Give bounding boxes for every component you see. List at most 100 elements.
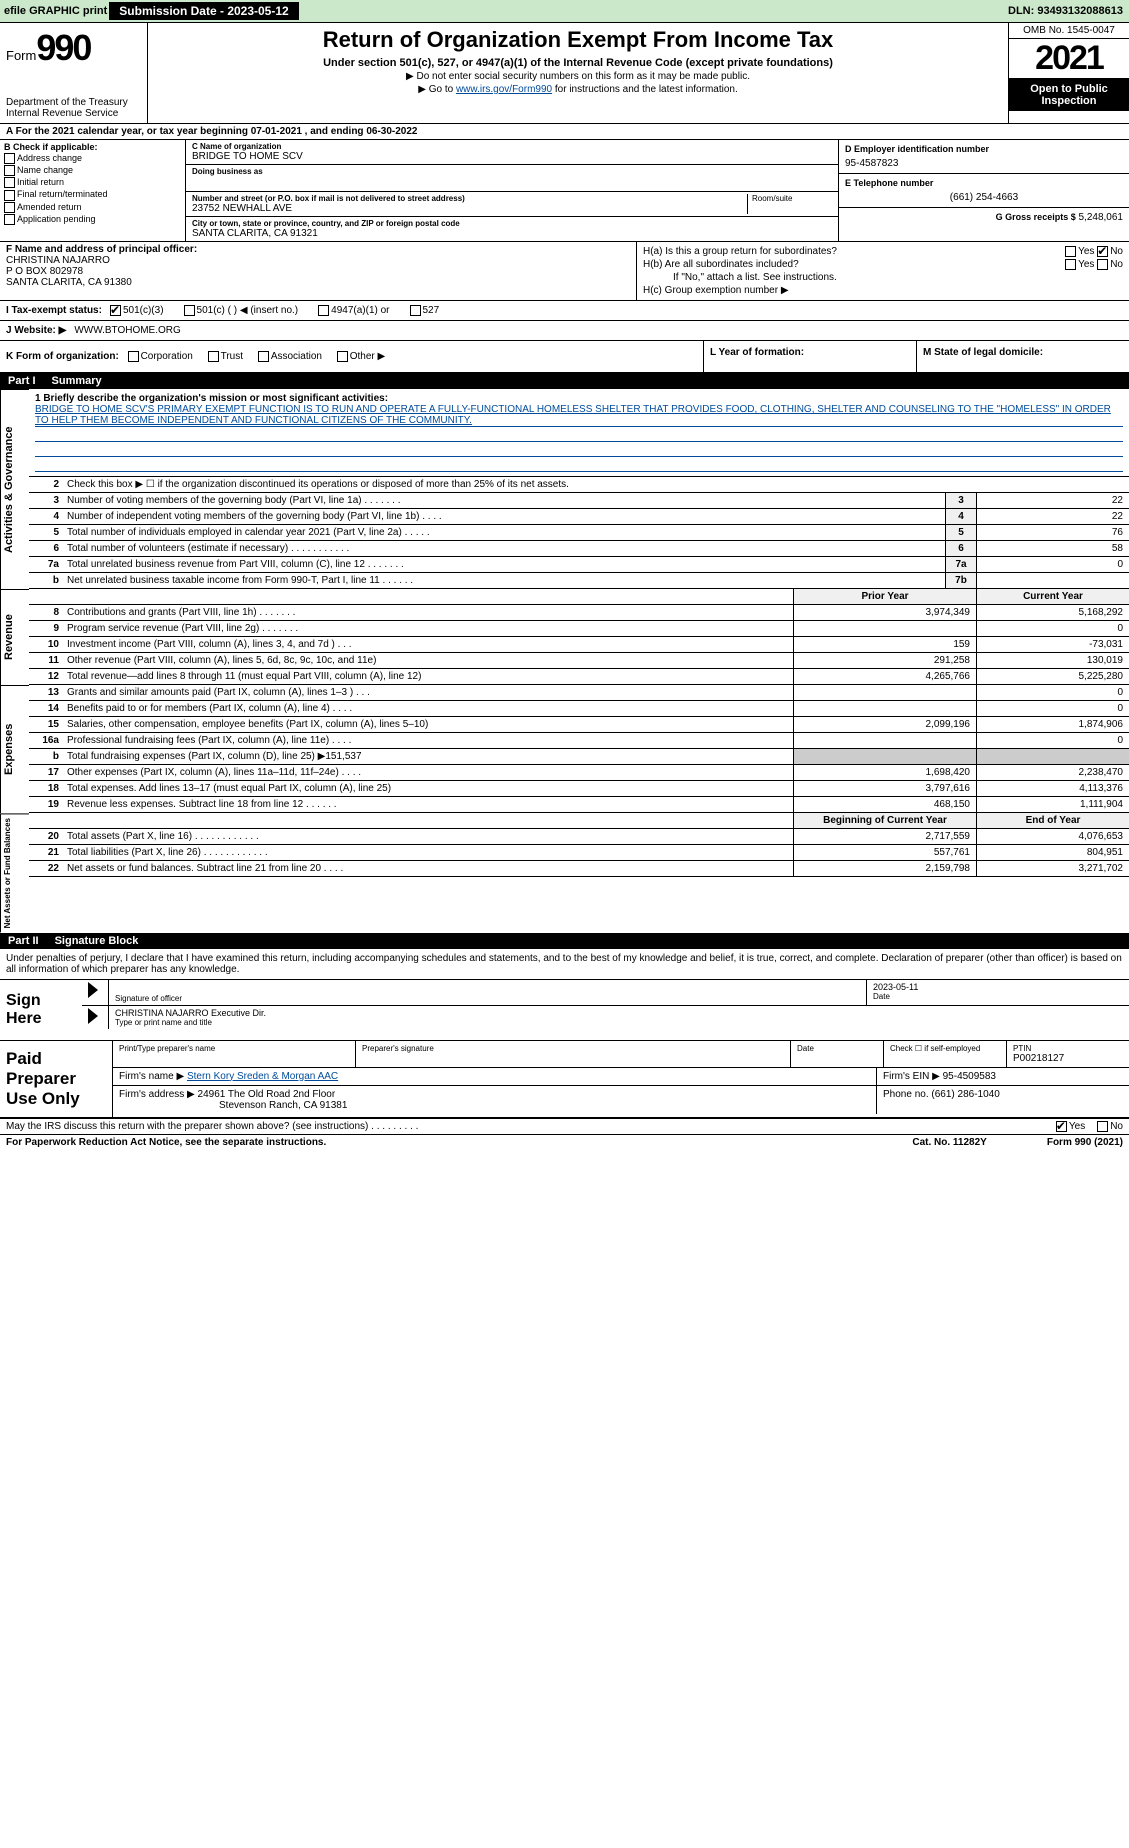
eoy-header: End of Year	[976, 813, 1129, 828]
table-row: 19Revenue less expenses. Subtract line 1…	[29, 797, 1129, 813]
m-state-domicile: M State of legal domicile:	[917, 341, 1129, 372]
section-c: C Name of organization BRIDGE TO HOME SC…	[186, 140, 838, 241]
table-row: 20Total assets (Part X, line 16) . . . .…	[29, 829, 1129, 845]
paperwork-notice: For Paperwork Reduction Act Notice, see …	[6, 1137, 912, 1148]
cb-501c3[interactable]	[110, 305, 121, 316]
paid-preparer-section: Paid Preparer Use Only Print/Type prepar…	[0, 1041, 1129, 1119]
officer-label: F Name and address of principal officer:	[6, 244, 630, 255]
firm-name-link[interactable]: Stern Kory Sreden & Morgan AAC	[187, 1071, 338, 1082]
website-row: J Website: ▶ WWW.BTOHOME.ORG	[0, 321, 1129, 341]
table-row: 11Other revenue (Part VIII, column (A), …	[29, 653, 1129, 669]
gross-label: G Gross receipts $	[996, 212, 1076, 222]
cb-address-change[interactable]: Address change	[4, 153, 181, 164]
prior-year-header: Prior Year	[793, 589, 976, 604]
ptin-value: P00218127	[1013, 1053, 1123, 1064]
revenue-header-row: Prior Year Current Year	[29, 589, 1129, 605]
part-2-num: Part II	[8, 935, 51, 947]
table-row: 13Grants and similar amounts paid (Part …	[29, 685, 1129, 701]
prep-name-label: Print/Type preparer's name	[119, 1044, 349, 1053]
dept-irs: Internal Revenue Service	[6, 108, 141, 119]
net-assets-section: Net Assets or Fund Balances Beginning of…	[0, 813, 1129, 932]
type-name-label: Type or print name and title	[115, 1018, 1123, 1027]
open-inspection: Open to Public Inspection	[1009, 79, 1129, 111]
cb-name-change[interactable]: Name change	[4, 165, 181, 176]
line-1-label: 1 Briefly describe the organization's mi…	[35, 393, 1123, 404]
sign-here-section: Sign Here Signature of officer 2023-05-1…	[0, 980, 1129, 1041]
signature-block: Under penalties of perjury, I declare th…	[0, 949, 1129, 1135]
mission-blank-3	[35, 457, 1123, 472]
cb-initial-return[interactable]: Initial return	[4, 177, 181, 188]
table-row: bTotal fundraising expenses (Part IX, co…	[29, 749, 1129, 765]
paid-preparer-label: Paid Preparer Use Only	[0, 1041, 113, 1117]
gross-value: 5,248,061	[1079, 212, 1124, 223]
discuss-text: May the IRS discuss this return with the…	[6, 1121, 1056, 1132]
form-number: Form990	[6, 27, 141, 69]
ein-value: 95-4587823	[845, 158, 1123, 169]
table-row: 10Investment income (Part VIII, column (…	[29, 637, 1129, 653]
mission-text: BRIDGE TO HOME SCV'S PRIMARY EXEMPT FUNC…	[35, 404, 1123, 427]
table-row: bNet unrelated business taxable income f…	[29, 573, 1129, 589]
table-row: 22Net assets or fund balances. Subtract …	[29, 861, 1129, 877]
tax-status-label: I Tax-exempt status:	[6, 305, 102, 316]
part-1-title: Summary	[52, 375, 102, 387]
header-left: Form990 Department of the Treasury Inter…	[0, 23, 148, 123]
website-label: J Website: ▶	[6, 325, 66, 336]
prep-sig-label: Preparer's signature	[362, 1044, 784, 1053]
org-name-label: C Name of organization	[192, 142, 828, 151]
table-row: 16aProfessional fundraising fees (Part I…	[29, 733, 1129, 749]
form-subtitle-2: ▶ Do not enter social security numbers o…	[156, 71, 1000, 82]
firm-addr-2: Stevenson Ranch, CA 91381	[119, 1100, 870, 1111]
dept-treasury: Department of the Treasury	[6, 97, 141, 108]
cb-app-pending[interactable]: Application pending	[4, 214, 181, 225]
form-subtitle-3: ▶ Go to www.irs.gov/Form990 for instruct…	[156, 84, 1000, 95]
officer-typed-name: CHRISTINA NAJARRO Executive Dir.	[115, 1008, 1123, 1018]
sig-date-value: 2023-05-11	[873, 982, 1123, 992]
form-990-number: 990	[36, 27, 90, 68]
part-2-header: Part II Signature Block	[0, 933, 1129, 949]
dba-label: Doing business as	[192, 167, 828, 176]
table-row: 15Salaries, other compensation, employee…	[29, 717, 1129, 733]
dln-label: DLN: 93493132088613	[1008, 5, 1123, 17]
cb-501c[interactable]	[184, 305, 195, 316]
officer-addr2: SANTA CLARITA, CA 91380	[6, 277, 630, 288]
activities-governance-section: Activities & Governance 1 Briefly descri…	[0, 389, 1129, 589]
table-row: 5Total number of individuals employed in…	[29, 525, 1129, 541]
org-address: 23752 NEWHALL AVE	[192, 203, 747, 214]
cb-4947[interactable]	[318, 305, 329, 316]
officer-addr1: P O BOX 802978	[6, 266, 630, 277]
irs-link[interactable]: www.irs.gov/Form990	[456, 84, 552, 95]
top-bar: efile GRAPHIC print Submission Date - 20…	[0, 0, 1129, 23]
cb-discuss-no[interactable]	[1097, 1121, 1108, 1132]
line-2-row: 2 Check this box ▶ ☐ if the organization…	[29, 477, 1129, 493]
submission-date-button[interactable]: Submission Date - 2023-05-12	[109, 2, 298, 20]
firm-phone-label: Phone no.	[883, 1089, 929, 1100]
cb-amended[interactable]: Amended return	[4, 202, 181, 213]
table-row: 9Program service revenue (Part VIII, lin…	[29, 621, 1129, 637]
cb-527[interactable]	[410, 305, 421, 316]
table-row: 21Total liabilities (Part X, line 26) . …	[29, 845, 1129, 861]
org-name: BRIDGE TO HOME SCV	[192, 151, 832, 162]
sub3-pre: ▶ Go to	[418, 84, 456, 95]
cat-no: Cat. No. 11282Y	[912, 1137, 986, 1148]
k-label: K Form of organization:	[6, 351, 119, 362]
side-label-activities: Activities & Governance	[0, 389, 29, 589]
mission-blank-1	[35, 427, 1123, 442]
section-bcdeg: B Check if applicable: Address change Na…	[0, 140, 1129, 242]
boy-header: Beginning of Current Year	[793, 813, 976, 828]
expenses-section: Expenses 13Grants and similar amounts pa…	[0, 685, 1129, 813]
mission-block: 1 Briefly describe the organization's mi…	[29, 389, 1129, 477]
cb-discuss-yes[interactable]	[1056, 1121, 1067, 1132]
table-row: 18Total expenses. Add lines 13–17 (must …	[29, 781, 1129, 797]
table-row: 4Number of independent voting members of…	[29, 509, 1129, 525]
paperwork-footer: For Paperwork Reduction Act Notice, see …	[0, 1135, 1129, 1150]
form-subtitle-1: Under section 501(c), 527, or 4947(a)(1)…	[156, 57, 1000, 69]
cb-final-return[interactable]: Final return/terminated	[4, 189, 181, 200]
website-value: WWW.BTOHOME.ORG	[74, 325, 180, 336]
part-1-header: Part I Summary	[0, 373, 1129, 389]
section-b-title: B Check if applicable:	[4, 142, 181, 152]
firm-phone-value: (661) 286-1040	[931, 1089, 999, 1100]
line-2-desc: Check this box ▶ ☐ if the organization d…	[63, 477, 1129, 492]
officer-name: CHRISTINA NAJARRO	[6, 255, 630, 266]
discuss-row: May the IRS discuss this return with the…	[0, 1119, 1129, 1135]
table-row: 6Total number of volunteers (estimate if…	[29, 541, 1129, 557]
